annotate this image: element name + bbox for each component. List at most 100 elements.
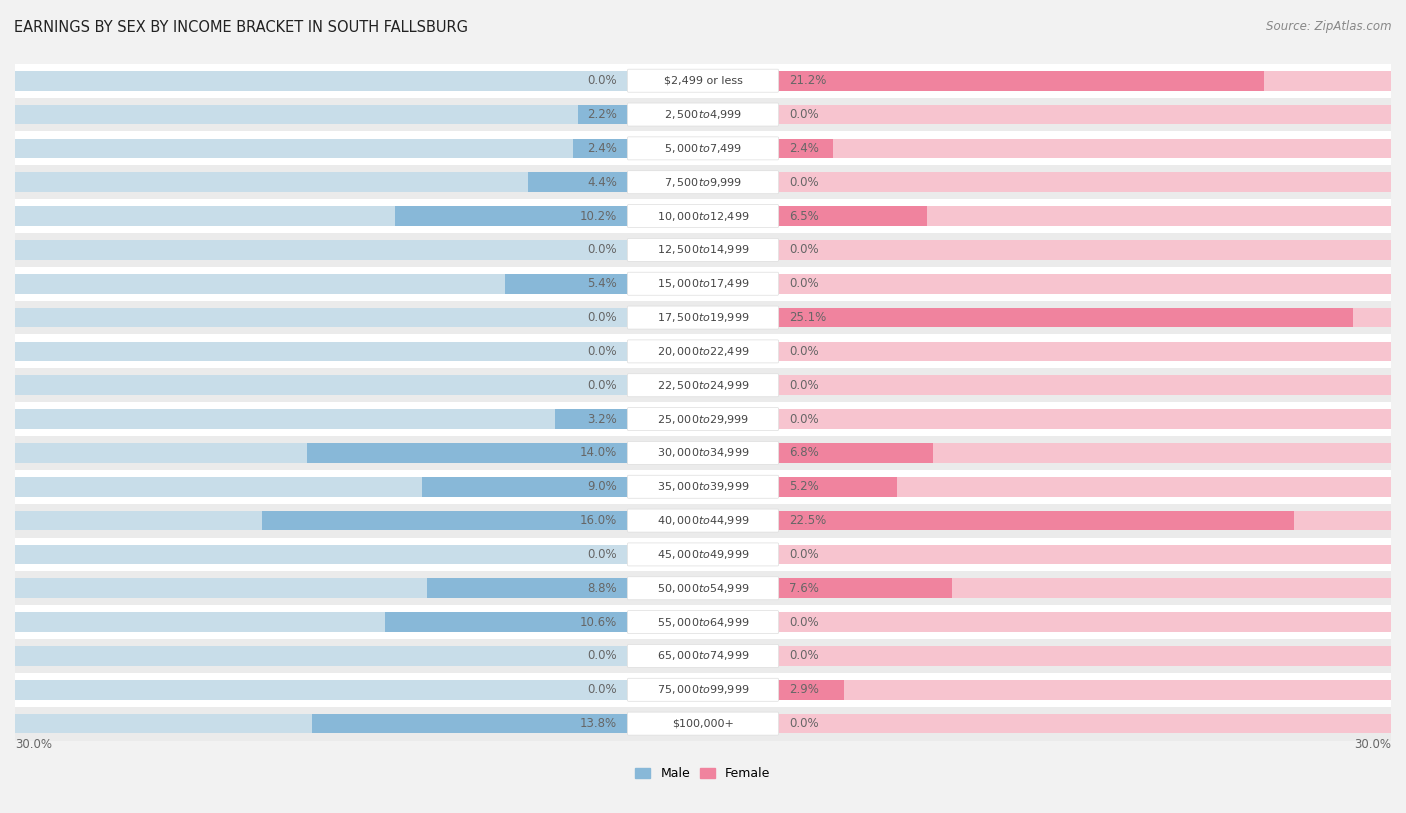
Text: 0.0%: 0.0%	[789, 650, 818, 663]
Text: 9.0%: 9.0%	[588, 480, 617, 493]
Bar	[778, 308, 1391, 328]
FancyBboxPatch shape	[627, 137, 779, 160]
Text: 0.0%: 0.0%	[789, 243, 818, 256]
Text: 0.0%: 0.0%	[789, 277, 818, 290]
Bar	[385, 612, 628, 632]
Bar	[574, 138, 628, 159]
Bar	[778, 172, 1391, 192]
Bar	[778, 612, 1391, 632]
FancyBboxPatch shape	[627, 69, 779, 92]
Bar	[15, 233, 1391, 267]
FancyBboxPatch shape	[627, 306, 779, 329]
Bar	[778, 443, 934, 463]
Bar	[778, 511, 1294, 530]
Bar	[15, 165, 1391, 199]
FancyBboxPatch shape	[627, 171, 779, 193]
Text: $7,500 to $9,999: $7,500 to $9,999	[664, 176, 742, 189]
Text: 0.0%: 0.0%	[789, 176, 818, 189]
Text: 0.0%: 0.0%	[588, 311, 617, 324]
Text: 0.0%: 0.0%	[588, 650, 617, 663]
Text: $55,000 to $64,999: $55,000 to $64,999	[657, 615, 749, 628]
Bar	[778, 477, 1391, 497]
Text: 7.6%: 7.6%	[789, 582, 818, 595]
Text: 0.0%: 0.0%	[789, 412, 818, 425]
Bar	[422, 477, 628, 497]
Text: $65,000 to $74,999: $65,000 to $74,999	[657, 650, 749, 663]
Bar	[778, 71, 1264, 90]
Text: 0.0%: 0.0%	[789, 717, 818, 730]
Text: 0.0%: 0.0%	[789, 379, 818, 392]
FancyBboxPatch shape	[627, 238, 779, 262]
FancyBboxPatch shape	[627, 407, 779, 431]
Bar	[778, 138, 832, 159]
Bar	[15, 714, 628, 733]
Text: 22.5%: 22.5%	[789, 514, 827, 527]
Text: 0.0%: 0.0%	[789, 345, 818, 358]
Text: 0.0%: 0.0%	[588, 683, 617, 696]
FancyBboxPatch shape	[627, 678, 779, 702]
Text: $5,000 to $7,499: $5,000 to $7,499	[664, 142, 742, 154]
Bar	[778, 409, 1391, 429]
Bar	[778, 376, 1391, 395]
FancyBboxPatch shape	[627, 340, 779, 363]
Bar	[778, 443, 1391, 463]
Text: 5.2%: 5.2%	[789, 480, 818, 493]
Bar	[578, 105, 628, 124]
Text: 10.6%: 10.6%	[579, 615, 617, 628]
Legend: Male, Female: Male, Female	[630, 763, 776, 785]
Bar	[15, 105, 628, 124]
Text: 0.0%: 0.0%	[588, 345, 617, 358]
Bar	[778, 714, 1391, 733]
Text: $15,000 to $17,499: $15,000 to $17,499	[657, 277, 749, 290]
Text: 2.9%: 2.9%	[789, 683, 818, 696]
Bar	[778, 579, 1391, 598]
FancyBboxPatch shape	[627, 611, 779, 633]
Bar	[15, 63, 1391, 98]
Bar	[15, 301, 1391, 334]
Bar	[15, 511, 628, 530]
Bar	[778, 207, 1391, 226]
Bar	[15, 172, 628, 192]
Text: $2,499 or less: $2,499 or less	[664, 76, 742, 85]
Bar	[15, 376, 628, 395]
FancyBboxPatch shape	[627, 441, 779, 464]
Bar	[15, 572, 1391, 605]
Text: $25,000 to $29,999: $25,000 to $29,999	[657, 412, 749, 425]
Text: 2.4%: 2.4%	[789, 142, 818, 154]
FancyBboxPatch shape	[627, 543, 779, 566]
Bar	[15, 341, 628, 361]
Text: 14.0%: 14.0%	[579, 446, 617, 459]
FancyBboxPatch shape	[627, 645, 779, 667]
Bar	[778, 477, 897, 497]
Bar	[778, 341, 1391, 361]
Text: Source: ZipAtlas.com: Source: ZipAtlas.com	[1267, 20, 1392, 33]
Bar	[15, 71, 628, 90]
Bar	[778, 579, 952, 598]
FancyBboxPatch shape	[627, 576, 779, 600]
Bar	[308, 443, 628, 463]
Bar	[15, 98, 1391, 132]
Bar	[15, 612, 628, 632]
FancyBboxPatch shape	[627, 712, 779, 735]
Bar	[778, 308, 1353, 328]
Text: 0.0%: 0.0%	[789, 108, 818, 121]
Bar	[15, 368, 1391, 402]
FancyBboxPatch shape	[627, 476, 779, 498]
Bar	[15, 132, 1391, 165]
Bar	[15, 436, 1391, 470]
Bar	[778, 207, 927, 226]
Text: 2.2%: 2.2%	[588, 108, 617, 121]
Text: 21.2%: 21.2%	[789, 74, 827, 87]
Bar	[15, 646, 628, 666]
Bar	[262, 511, 628, 530]
Bar	[778, 545, 1391, 564]
Text: 0.0%: 0.0%	[588, 243, 617, 256]
Bar	[15, 199, 1391, 233]
Text: 3.2%: 3.2%	[588, 412, 617, 425]
Bar	[778, 680, 844, 700]
FancyBboxPatch shape	[627, 272, 779, 295]
Bar	[312, 714, 628, 733]
Text: EARNINGS BY SEX BY INCOME BRACKET IN SOUTH FALLSBURG: EARNINGS BY SEX BY INCOME BRACKET IN SOU…	[14, 20, 468, 35]
Text: 0.0%: 0.0%	[789, 615, 818, 628]
Text: $35,000 to $39,999: $35,000 to $39,999	[657, 480, 749, 493]
